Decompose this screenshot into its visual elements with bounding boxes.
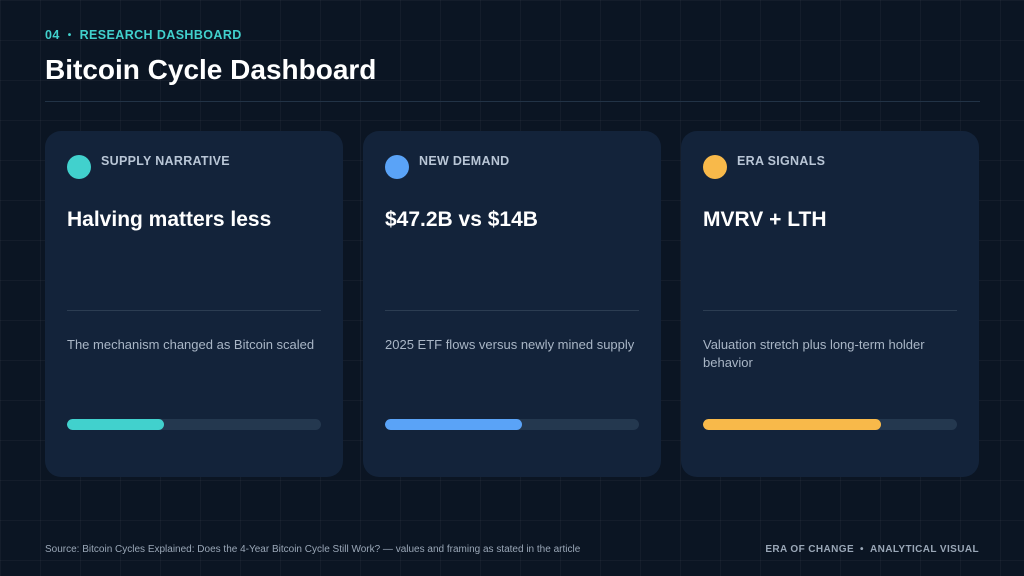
- card-label: SUPPLY NARRATIVE: [101, 154, 230, 168]
- card-era-signals: ERA SIGNALS MVRV + LTH Valuation stretch…: [681, 131, 979, 477]
- card-headline: Halving matters less: [67, 208, 272, 231]
- footer-brand: ERA OF CHANGE • ANALYTICAL VISUAL: [765, 544, 979, 555]
- card-row: SUPPLY NARRATIVE Halving matters less Th…: [45, 131, 979, 477]
- slide-number: 04: [45, 28, 60, 42]
- brand-name: ERA OF CHANGE: [765, 544, 855, 555]
- brand-tagline: ANALYTICAL VISUAL: [869, 544, 979, 555]
- card-label: ERA SIGNALS: [737, 154, 826, 168]
- card-divider: [703, 310, 957, 311]
- eyebrow-separator: •: [67, 29, 72, 41]
- card-headline: MVRV + LTH: [703, 208, 827, 231]
- card-label: NEW DEMAND: [419, 154, 510, 168]
- circle-dot-icon: [703, 155, 727, 179]
- card-headline: $47.2B vs $14B: [385, 208, 538, 231]
- progress-bar: [385, 419, 639, 430]
- card-description: The mechanism changed as Bitcoin scaled: [67, 337, 315, 352]
- card-description: Valuation stretch plus long-term holder …: [703, 337, 925, 370]
- progress-fill: [67, 419, 164, 430]
- card-new-demand: NEW DEMAND $47.2B vs $14B 2025 ETF flows…: [363, 131, 661, 477]
- card-description: 2025 ETF flows versus newly mined supply: [385, 337, 635, 352]
- progress-bar: [703, 419, 957, 430]
- progress-fill: [703, 419, 881, 430]
- page-title: Bitcoin Cycle Dashboard: [45, 54, 377, 85]
- section-eyebrow: 04 • RESEARCH DASHBOARD: [45, 28, 242, 42]
- header-divider: [45, 101, 980, 102]
- circle-dot-icon: [385, 155, 409, 179]
- progress-bar: [67, 419, 321, 430]
- brand-separator: •: [860, 544, 864, 555]
- card-divider: [67, 310, 321, 311]
- card-supply-narrative: SUPPLY NARRATIVE Halving matters less Th…: [45, 131, 343, 477]
- progress-fill: [385, 419, 523, 430]
- footer-source: Source: Bitcoin Cycles Explained: Does t…: [45, 544, 581, 555]
- section-label: RESEARCH DASHBOARD: [79, 28, 242, 42]
- circle-dot-icon: [67, 155, 91, 179]
- card-divider: [385, 310, 639, 311]
